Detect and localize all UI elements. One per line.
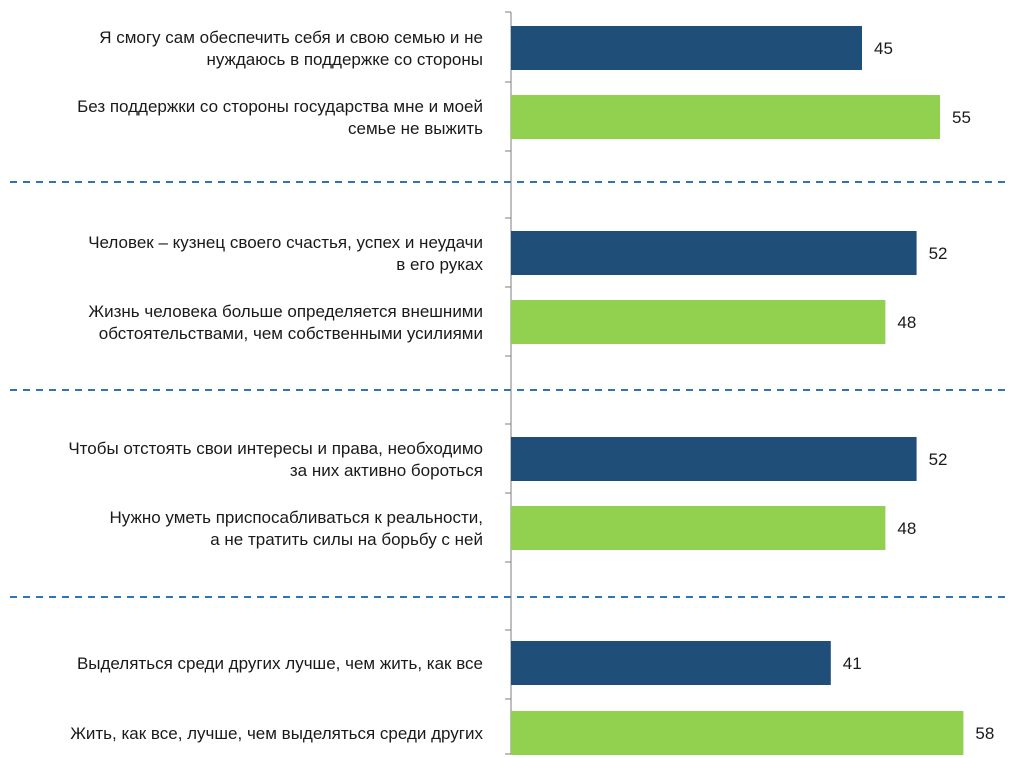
category-label-3-line-2: в его руках: [396, 255, 483, 274]
category-label-5-line-1: Чтобы отстоять свои интересы и права, не…: [68, 439, 483, 458]
bar-2: [511, 95, 940, 139]
category-label-3-line-1: Человек – кузнец своего счастья, успех и…: [88, 233, 483, 252]
category-label-5-line-2: за них активно бороться: [290, 461, 483, 480]
data-label-5: 52: [929, 450, 948, 469]
category-label-6-line-2: а не тратить силы на борьбу с ней: [210, 530, 483, 549]
data-label-2: 55: [952, 108, 971, 127]
data-label-7: 41: [843, 654, 862, 673]
data-label-1: 45: [874, 39, 893, 58]
category-label-1-line-1: Я смогу сам обеспечить себя и свою семью…: [99, 28, 483, 47]
bar-3: [511, 231, 917, 275]
bar-1: [511, 26, 862, 70]
bar-8: [511, 711, 964, 755]
bar-7: [511, 641, 831, 685]
category-label-6-line-1: Нужно уметь приспосабливаться к реальнос…: [110, 508, 483, 527]
data-label-3: 52: [929, 244, 948, 263]
data-label-8: 58: [975, 724, 994, 743]
bar-6: [511, 506, 886, 550]
category-label-1-line-2: нуждаюсь в поддержке со стороны: [206, 50, 483, 69]
bar-4: [511, 300, 886, 344]
data-label-4: 48: [897, 313, 916, 332]
category-label-4-line-2: обстоятельствами, чем собственными усили…: [99, 324, 483, 343]
data-label-6: 48: [897, 519, 916, 538]
category-label-8-line-1: Жить, как все, лучше, чем выделяться сре…: [70, 724, 483, 743]
category-label-4-line-1: Жизнь человека больше определяется внешн…: [88, 302, 483, 321]
category-label-2-line-2: семье не выжить: [348, 119, 483, 138]
category-label-2-line-1: Без поддержки со стороны государства мне…: [77, 97, 483, 116]
category-label-7-line-1: Выделяться среди других лучше, чем жить,…: [77, 654, 483, 673]
bar-5: [511, 437, 917, 481]
